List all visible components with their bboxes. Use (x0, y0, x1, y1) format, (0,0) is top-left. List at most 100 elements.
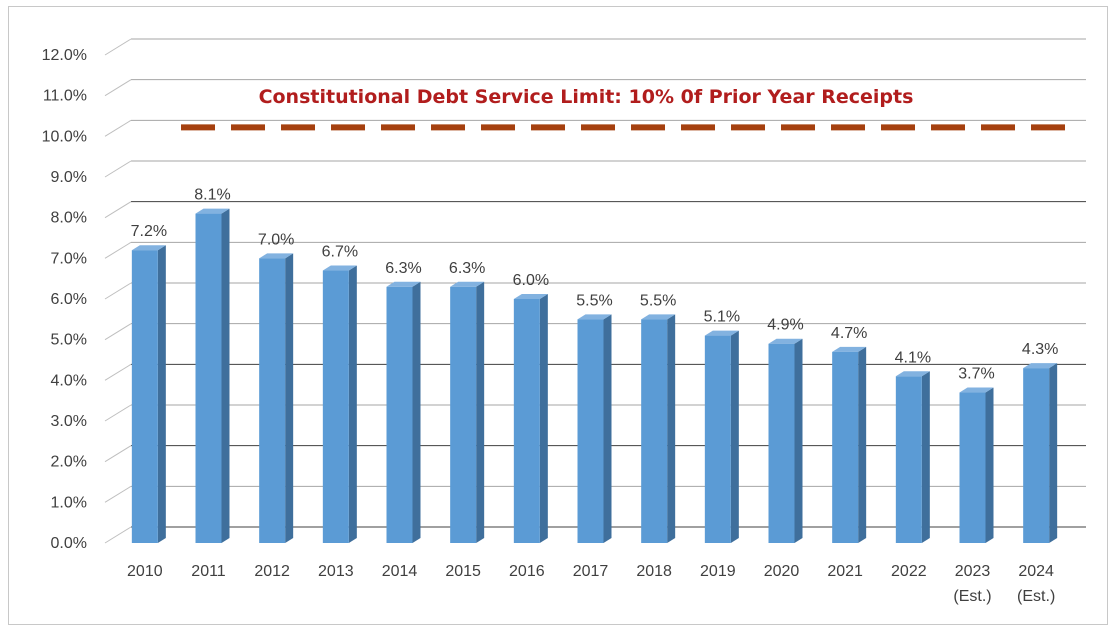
x-tick-label: 2011 (191, 563, 226, 580)
bar-top (704, 330, 739, 336)
data-labels: 7.2% 8.1% 7.0% 6.7% 6.3% 6.3% 6.0% 5.5% 5.5% 5.1%… (131, 187, 1059, 383)
bar (832, 351, 859, 543)
bar (577, 319, 604, 543)
bar (513, 299, 540, 543)
bar (195, 213, 222, 543)
bar-top (386, 281, 421, 287)
x-tick-sublabel: (Est.) (953, 588, 991, 605)
gridline-depth (104, 38, 132, 56)
y-tick-label: 12.0% (42, 47, 87, 64)
gridline-depth (104, 241, 132, 259)
data-label: 6.7% (322, 244, 358, 261)
x-tick-label: 2018 (636, 563, 672, 580)
bar-side (285, 253, 294, 544)
gridline-depth (104, 485, 132, 503)
x-tick-label: 2019 (700, 563, 736, 580)
bar-side (221, 208, 230, 543)
bar-top (832, 346, 867, 352)
bar (386, 286, 413, 543)
y-tick-label: 10.0% (42, 128, 87, 145)
bar-top (513, 294, 548, 299)
data-label: 8.1% (194, 187, 230, 204)
bar-side (476, 281, 485, 543)
y-tick-label: 8.0% (51, 210, 87, 227)
bar-side (157, 245, 166, 543)
y-tick-label: 0.0% (51, 535, 87, 552)
x-tick-label: 2016 (509, 563, 545, 580)
bar (768, 343, 795, 543)
y-tick-label: 2.0% (51, 454, 87, 471)
x-tick-label: 2013 (318, 563, 354, 580)
data-label: 5.5% (640, 292, 676, 309)
gridline-depth (104, 323, 132, 341)
bar-top (1023, 363, 1058, 369)
gridline-depth (104, 119, 132, 137)
x-tick-label: 2014 (382, 563, 418, 580)
bar-top (641, 314, 676, 320)
bar (704, 335, 731, 543)
limit-line-label: Constitutional Debt Service Limit: 10% 0… (259, 86, 914, 108)
bar-side (985, 387, 994, 543)
y-tick-label: 9.0% (51, 169, 87, 186)
data-label: 7.0% (258, 231, 294, 248)
bar (895, 376, 922, 543)
bar-side (1049, 363, 1058, 543)
data-label: 7.2% (131, 223, 167, 240)
data-label: 6.0% (513, 272, 549, 289)
bar-side (794, 338, 803, 543)
chart-frame: 7.2% 8.1% 7.0% 6.7% 6.3% 6.3% 6.0% 5.5% 5.5% 5.1%… (8, 6, 1108, 625)
axis-labels: 0.0% 1.0% 2.0% 3.0% 4.0% 5.0% 6.0% 7.0% 8.0% 9.0%… (42, 47, 1056, 605)
bar (450, 286, 477, 543)
bar-side (348, 265, 357, 543)
gridline-depth (104, 201, 132, 219)
gridline-depth (104, 445, 132, 463)
bar-top (450, 281, 485, 287)
debt-service-bar-chart: 7.2% 8.1% 7.0% 6.7% 6.3% 6.3% 6.0% 5.5% 5.5% 5.1%… (42, 38, 1086, 605)
y-tick-label: 3.0% (51, 413, 87, 430)
gridline-depth (104, 363, 132, 381)
bar-side (412, 281, 421, 543)
bar-top (577, 314, 612, 320)
gridline-depth (104, 160, 132, 178)
y-tick-label: 7.0% (51, 250, 87, 267)
bar (641, 319, 668, 543)
bar-top (959, 387, 994, 393)
gridline-depth (104, 282, 132, 300)
bar-side (603, 314, 612, 543)
bar-top (322, 265, 357, 271)
x-tick-label: 2020 (764, 563, 800, 580)
gridline-depth (104, 79, 132, 97)
bars (131, 208, 1058, 544)
y-tick-label: 4.0% (51, 372, 87, 389)
gridline-depth (104, 526, 132, 544)
y-tick-label: 5.0% (51, 332, 87, 349)
bar-top (895, 371, 930, 377)
bar (259, 258, 286, 543)
bar (959, 392, 986, 543)
bar-top (195, 208, 230, 214)
x-tick-label: 2015 (445, 563, 481, 580)
data-label: 6.3% (449, 260, 485, 277)
x-tick-label: 2010 (127, 563, 163, 580)
x-tick-label: 2024 (1018, 563, 1054, 580)
bar (322, 270, 349, 543)
bar-side (921, 371, 930, 543)
bar-top (131, 245, 166, 251)
bar-side (539, 294, 548, 543)
x-tick-sublabel: (Est.) (1017, 588, 1055, 605)
data-label: 3.7% (958, 366, 994, 383)
y-tick-label: 1.0% (51, 494, 87, 511)
bar-side (667, 314, 676, 543)
x-tick-label: 2022 (891, 563, 927, 580)
data-label: 4.9% (767, 317, 803, 334)
bar-side (858, 346, 867, 543)
data-label: 4.7% (831, 325, 867, 342)
bar (131, 250, 158, 543)
data-label: 6.3% (385, 260, 421, 277)
data-label: 4.3% (1022, 341, 1058, 358)
x-tick-label: 2012 (254, 563, 290, 580)
x-tick-label: 2023 (955, 563, 991, 580)
bar-side (730, 330, 739, 543)
y-tick-label: 11.0% (43, 88, 87, 105)
gridline-depth (104, 404, 132, 422)
